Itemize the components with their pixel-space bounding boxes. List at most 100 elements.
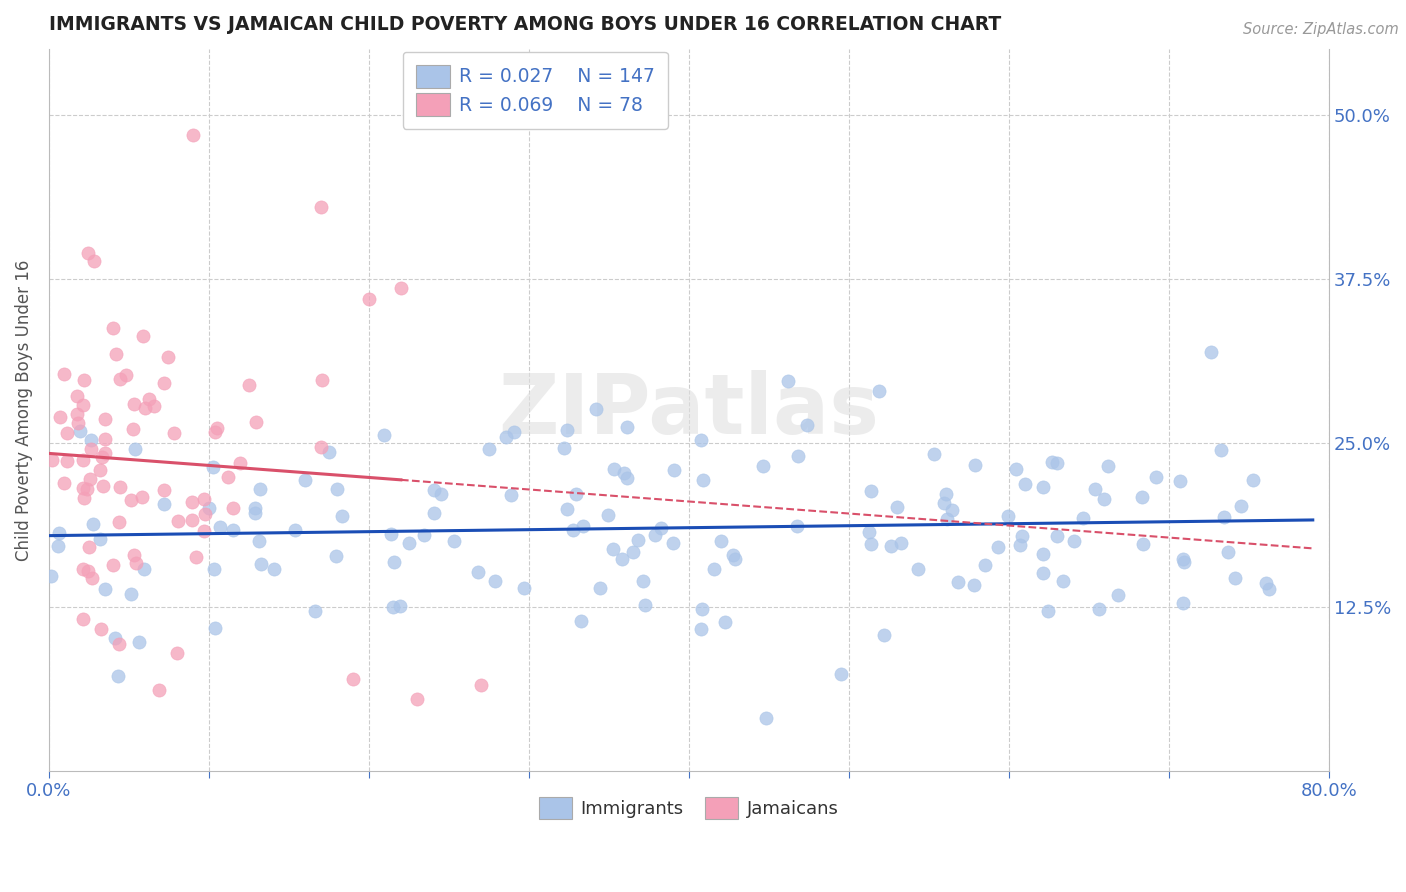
Point [935,487,957,501]
Point [603,462,626,476]
Point [201,459,224,474]
Point [373,427,395,442]
Point [868,384,890,399]
Point [935,512,957,526]
Point [217,469,239,483]
Point [553,441,575,455]
Point [502,425,524,440]
Point [90,622,112,636]
Point [922,447,945,461]
Point [166,514,188,528]
Point [309,441,332,455]
Point [1130,490,1153,504]
Point [1036,604,1059,618]
Point [786,518,808,533]
Point [1088,602,1111,616]
Point [429,487,451,501]
Point [357,292,380,306]
Point [124,556,146,570]
Point [121,422,143,436]
Point [423,483,446,498]
Point [690,622,713,636]
Point [1132,536,1154,550]
Point [613,466,636,480]
Point [243,506,266,520]
Point [186,549,208,564]
Point [221,523,243,537]
Point [69,425,91,439]
Point [555,502,578,516]
Point [163,425,186,440]
Point [103,558,125,572]
Point [412,527,434,541]
Point [153,497,176,511]
Point [52,368,75,382]
Point [650,521,672,535]
Point [204,425,226,439]
Point [180,494,202,508]
Point [1230,500,1253,514]
Point [138,392,160,407]
Point [245,501,267,516]
Point [318,445,340,459]
Point [91,450,114,465]
Point [631,574,654,588]
Point [1008,538,1031,552]
Point [1071,511,1094,525]
Point [66,389,89,403]
Point [330,509,353,524]
Point [94,446,117,460]
Point [72,562,94,576]
Point [1144,470,1167,484]
Point [562,523,585,537]
Point [1032,480,1054,494]
Point [229,457,252,471]
Point [247,533,270,548]
Point [859,483,882,498]
Point [80,571,103,585]
Point [1052,574,1074,588]
Text: ZIPatlas: ZIPatlas [498,369,879,450]
Point [120,492,142,507]
Point [796,418,818,433]
Point [616,471,638,485]
Point [148,682,170,697]
Point [142,399,165,413]
Point [467,565,489,579]
Point [389,599,412,613]
Point [202,562,225,576]
Point [194,508,217,522]
Point [406,691,429,706]
Point [616,420,638,434]
Point [610,552,633,566]
Point [49,409,72,424]
Point [380,527,402,541]
Point [1168,474,1191,488]
Point [752,458,775,473]
Point [41,453,63,467]
Y-axis label: Child Poverty Among Boys Under 16: Child Poverty Among Boys Under 16 [15,260,32,561]
Point [664,463,686,477]
Point [1014,477,1036,491]
Point [122,548,145,562]
Point [91,479,114,493]
Point [72,491,94,505]
Point [974,558,997,572]
Point [114,368,136,383]
Point [501,487,523,501]
Point [689,434,711,448]
Point [108,637,131,651]
Point [222,500,245,515]
Point [284,523,307,537]
Point [830,666,852,681]
Point [470,678,492,692]
Point [1032,547,1054,561]
Point [880,540,903,554]
Point [382,555,405,569]
Point [108,371,131,385]
Point [198,501,221,516]
Point [963,578,986,592]
Point [661,536,683,550]
Point [703,562,725,576]
Point [342,672,364,686]
